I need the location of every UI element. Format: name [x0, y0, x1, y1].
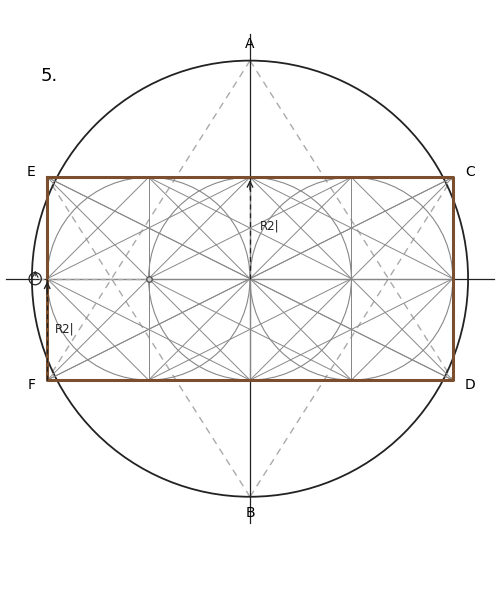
Text: A: A — [245, 37, 255, 51]
Text: B: B — [245, 506, 255, 520]
Text: 5.: 5. — [40, 67, 58, 85]
Text: C: C — [465, 166, 474, 179]
Text: R2|: R2| — [55, 323, 74, 336]
Text: R2|: R2| — [260, 219, 280, 232]
Text: D: D — [465, 378, 475, 392]
Text: F: F — [27, 378, 35, 392]
Text: E: E — [26, 166, 35, 179]
